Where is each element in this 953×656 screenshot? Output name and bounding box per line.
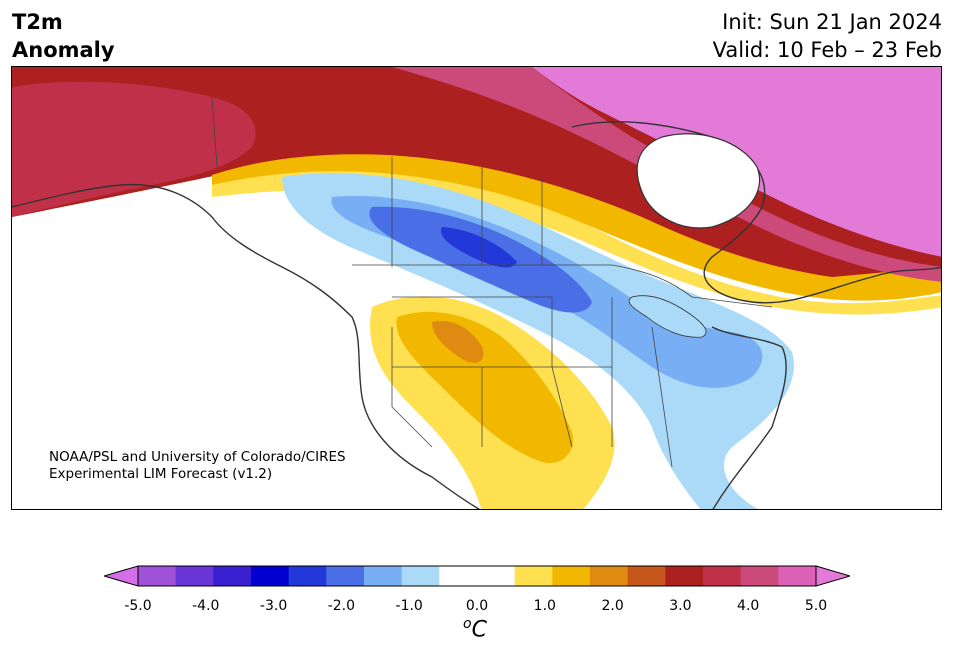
anomaly-label: Anomaly <box>12 38 115 62</box>
colorbar-tick-label: 0.0 <box>465 598 489 614</box>
colorbar-cell <box>364 566 403 586</box>
cold-region-core <box>441 227 517 268</box>
unit-label: oC <box>463 616 487 643</box>
colorbar-cell <box>439 566 478 586</box>
colorbar-cell <box>401 566 440 586</box>
colorbar-cell <box>138 566 177 586</box>
great-lakes <box>628 295 707 338</box>
hudson-bay <box>636 133 761 229</box>
colorbar-cell <box>251 566 290 586</box>
warm-region-alaska <box>12 81 256 217</box>
valid-date: Valid: 10 Feb – 23 Feb <box>712 38 942 62</box>
colorbar-tick-label: 1.0 <box>533 598 556 614</box>
colorbar-tick-label: 4.0 <box>737 598 760 614</box>
forecast-dates: Init: Sun 21 Jan 2024 Valid: 10 Feb – 23… <box>713 8 942 64</box>
map-panel <box>11 66 942 510</box>
colorbar-tick-label: 3.0 <box>669 598 692 614</box>
credit-line-1: NOAA/PSL and University of Colorado/CIRE… <box>49 449 346 465</box>
colorbar-cell <box>288 566 327 586</box>
warm-region-southwest-orange <box>432 320 484 363</box>
colorbar-cell <box>514 566 553 586</box>
colorbar-extend-high <box>815 565 850 587</box>
anomaly-map <box>12 67 941 509</box>
colorbar-cells <box>104 565 850 587</box>
map-title: T2m Anomaly <box>12 8 115 64</box>
political-borders <box>211 96 773 468</box>
colorbar-cell <box>326 566 365 586</box>
colorbar-tick-label: -5.0 <box>124 598 152 614</box>
colorbar-cell <box>627 566 666 586</box>
warm-region-southwest-gold <box>396 311 573 463</box>
colorbar-cell <box>590 566 629 586</box>
colorbar-cell <box>665 566 704 586</box>
colorbar-tick-label: -4.0 <box>192 598 220 614</box>
colorbar-tick-label: 2.0 <box>601 598 624 614</box>
colorbar-cell <box>703 566 742 586</box>
warm-region-orange <box>212 154 941 301</box>
credit-line-2: Experimental LIM Forecast (v1.2) <box>49 466 273 482</box>
colorbar-border <box>137 565 817 587</box>
credit-text: NOAA/PSL and University of Colorado/CIRE… <box>49 449 346 483</box>
colorbar <box>104 565 850 587</box>
colorbar-cell <box>477 566 516 586</box>
variable-label: T2m <box>12 10 63 34</box>
colorbar-tick-label: 5.0 <box>804 598 828 614</box>
colorbar-tick-label: -1.0 <box>395 598 423 614</box>
colorbar-cell <box>175 566 214 586</box>
colorbar-extend-low <box>104 565 139 587</box>
colorbar-cell <box>552 566 591 586</box>
colorbar-cell <box>778 566 817 586</box>
colorbar-cell <box>213 566 252 586</box>
colorbar-tick-label: -3.0 <box>259 598 288 614</box>
colorbar-cell <box>740 566 779 586</box>
init-date: Init: Sun 21 Jan 2024 <box>722 10 942 34</box>
colorbar-tick-label: -2.0 <box>327 598 356 614</box>
